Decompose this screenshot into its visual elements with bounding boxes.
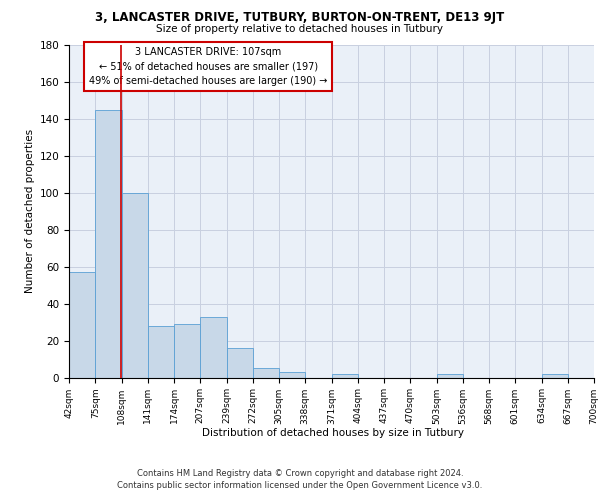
Bar: [148, 326, 174, 378]
Bar: [174, 324, 200, 378]
Bar: [542, 374, 568, 378]
Bar: [437, 374, 463, 378]
Bar: [69, 272, 95, 378]
Text: Size of property relative to detached houses in Tutbury: Size of property relative to detached ho…: [157, 24, 443, 34]
Bar: [331, 374, 358, 378]
Text: Distribution of detached houses by size in Tutbury: Distribution of detached houses by size …: [202, 428, 464, 438]
Text: Contains HM Land Registry data © Crown copyright and database right 2024.: Contains HM Land Registry data © Crown c…: [137, 469, 463, 478]
Bar: [95, 110, 121, 378]
Bar: [121, 193, 148, 378]
Y-axis label: Number of detached properties: Number of detached properties: [25, 129, 35, 294]
Bar: [253, 368, 279, 378]
Bar: [279, 372, 305, 378]
Text: 3 LANCASTER DRIVE: 107sqm
← 51% of detached houses are smaller (197)
49% of semi: 3 LANCASTER DRIVE: 107sqm ← 51% of detac…: [89, 46, 328, 86]
Bar: [227, 348, 253, 378]
Text: 3, LANCASTER DRIVE, TUTBURY, BURTON-ON-TRENT, DE13 9JT: 3, LANCASTER DRIVE, TUTBURY, BURTON-ON-T…: [95, 11, 505, 24]
Bar: [200, 316, 227, 378]
Text: Contains public sector information licensed under the Open Government Licence v3: Contains public sector information licen…: [118, 481, 482, 490]
